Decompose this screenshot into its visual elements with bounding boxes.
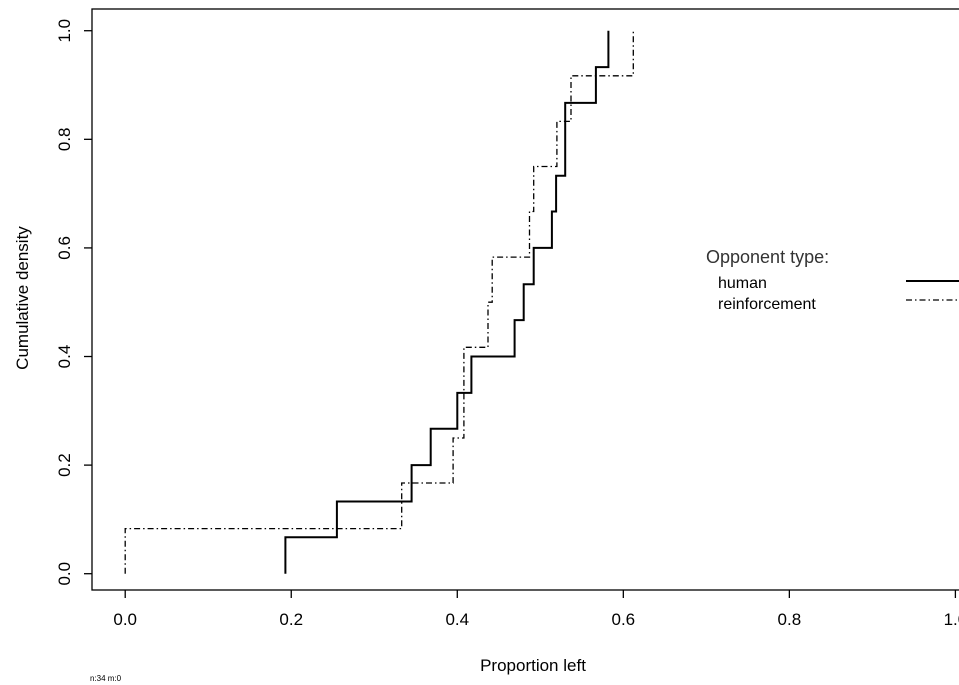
legend-title: Opponent type: [706,247,829,267]
y-axis-title: Cumulative density [13,226,32,370]
plot-frame [91,8,959,591]
x-tick-label: 0.8 [778,610,802,629]
series-line-human [284,30,610,574]
y-tick-label: 0.6 [55,236,74,260]
legend-label-human: human [718,275,767,292]
y-axis: 0.0 0.2 0.4 0.6 0.8 1.0 [55,19,92,586]
y-tick-label: 0.8 [55,127,74,151]
footnote: n:34 m:0 [90,674,122,683]
y-tick-label: 0.0 [55,562,74,586]
x-axis: 0.0 0.2 0.4 0.6 0.8 1.0 [113,590,959,629]
y-tick-label: 1.0 [55,19,74,43]
x-tick-label: 1.0 [944,610,959,629]
x-tick-label: 0.0 [113,610,137,629]
x-axis-title: Proportion left [480,656,586,675]
y-tick-label: 0.2 [55,453,74,477]
x-tick-label: 0.4 [445,610,469,629]
legend-label-reinforcement: reinforcement [718,296,816,313]
x-tick-label: 0.2 [279,610,303,629]
x-tick-label: 0.6 [612,610,636,629]
series-line-reinforcement [124,30,634,574]
legend: Opponent type: human reinforcement [706,247,959,313]
y-tick-label: 0.4 [55,345,74,369]
series-layer [124,30,634,574]
